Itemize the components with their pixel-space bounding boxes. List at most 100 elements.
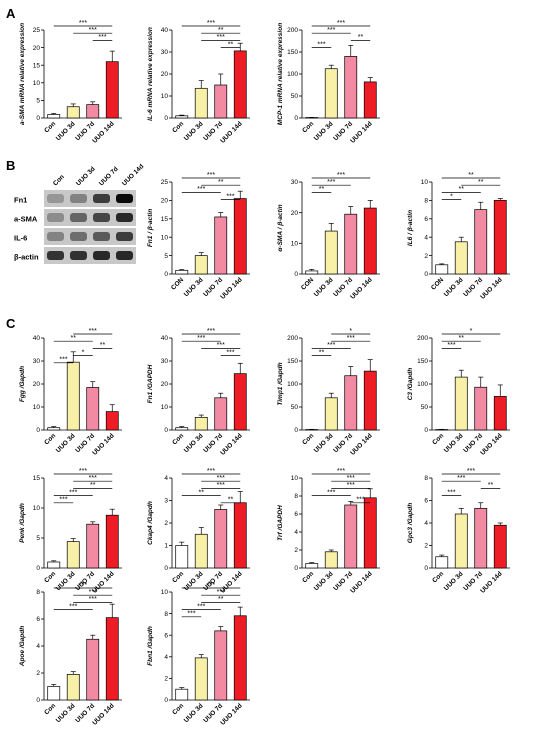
y-tick-label: 0 [294, 115, 298, 122]
bar [66, 361, 80, 431]
category-label: Con [301, 570, 315, 584]
y-tick-label: 200 [287, 335, 298, 342]
significance-label: ** [459, 186, 465, 193]
y-axis-label: IL6 / β-actin [407, 210, 414, 246]
y-tick-label: 0 [294, 427, 298, 434]
category-label: UUO 3d [183, 702, 205, 724]
bar [324, 397, 338, 431]
wb-row-label: IL-6 [14, 234, 27, 243]
bar [363, 81, 377, 119]
significance-label: ** [459, 335, 465, 342]
significance-label: ** [228, 497, 234, 504]
significance-label: *** [207, 172, 215, 179]
wb-band [47, 251, 64, 260]
y-tick-label: 15 [33, 62, 41, 69]
significance-label: *** [59, 357, 67, 364]
bar [86, 638, 100, 701]
bar [454, 513, 468, 569]
bar [474, 209, 488, 275]
y-tick-label: 150 [417, 358, 428, 365]
significance-label: *** [217, 589, 225, 596]
bar [194, 255, 208, 275]
wb-band [93, 232, 110, 241]
y-tick-label: 0 [164, 427, 168, 434]
bar [86, 387, 100, 431]
significance-label: *** [356, 497, 364, 504]
bar [324, 230, 338, 275]
category-label: Con [171, 702, 185, 716]
bar [175, 115, 189, 119]
y-tick-label: 2 [424, 253, 428, 260]
significance-label: * [470, 328, 473, 335]
significance-label: *** [89, 475, 97, 482]
category-label: UUO 3d [183, 120, 205, 142]
significance-label: * [349, 328, 352, 335]
significance-label: *** [337, 468, 345, 475]
significance-label: *** [226, 349, 234, 356]
bar [435, 556, 449, 569]
bar [47, 427, 61, 431]
bar [493, 396, 507, 431]
wb-band [116, 213, 133, 222]
significance-label: ** [228, 41, 234, 48]
significance-label: ** [199, 489, 205, 496]
category-label: UUO 3d [55, 702, 77, 724]
significance-label: *** [327, 342, 335, 349]
y-tick-label: 2 [164, 676, 168, 683]
bar [493, 524, 507, 569]
category-label: UUO 3d [443, 432, 465, 454]
y-tick-label: 50 [291, 93, 299, 100]
y-tick-label: 6 [294, 511, 298, 518]
significance-label: *** [347, 335, 355, 342]
bar [324, 551, 338, 569]
y-tick-label: 20 [161, 198, 169, 205]
y-tick-label: 40 [33, 335, 41, 342]
y-axis-label: Trf /GAPDH [277, 505, 284, 541]
y-tick-label: 30 [161, 49, 169, 56]
y-tick-label: 10 [161, 589, 169, 596]
wb-band [93, 213, 110, 222]
bar [454, 241, 468, 275]
category-label: CON [300, 276, 315, 291]
bar [214, 216, 228, 275]
y-tick-label: 10 [161, 234, 169, 241]
wb-band [116, 232, 133, 241]
y-axis-label: Fbn1 /Gapdh [147, 626, 154, 666]
y-axis-label: Apoe /Gapdh [19, 626, 26, 667]
category-label: UUO 3d [313, 570, 335, 592]
category-label: UUO 3d [313, 276, 335, 298]
y-tick-label: 10 [33, 80, 41, 87]
y-tick-label: 4 [164, 654, 168, 661]
y-tick-label: 5 [164, 253, 168, 260]
y-tick-label: 200 [417, 335, 428, 342]
bar [86, 104, 100, 119]
category-label: UUO 3d [443, 570, 465, 592]
category-label: Con [43, 120, 57, 134]
y-tick-label: 6 [164, 632, 168, 639]
bar [493, 200, 507, 275]
significance-label: *** [69, 489, 77, 496]
y-tick-label: 25 [33, 27, 41, 34]
category-label: UUO 14d [349, 120, 373, 144]
y-tick-label: 8 [424, 198, 428, 205]
y-tick-label: 4 [294, 529, 298, 536]
y-tick-label: 50 [421, 404, 429, 411]
significance-label: *** [327, 489, 335, 496]
y-tick-label: 0 [164, 115, 168, 122]
y-tick-label: 0 [164, 271, 168, 278]
category-label: CON [430, 276, 445, 291]
significance-label: *** [59, 497, 67, 504]
bar [66, 541, 80, 569]
y-tick-label: 0 [424, 271, 428, 278]
significance-label: ** [218, 596, 224, 603]
significance-label: *** [89, 589, 97, 596]
category-label: Con [171, 432, 185, 446]
significance-label: ** [478, 179, 484, 186]
y-tick-label: 5 [36, 535, 40, 542]
y-tick-label: 0 [36, 115, 40, 122]
significance-label: *** [226, 193, 234, 200]
